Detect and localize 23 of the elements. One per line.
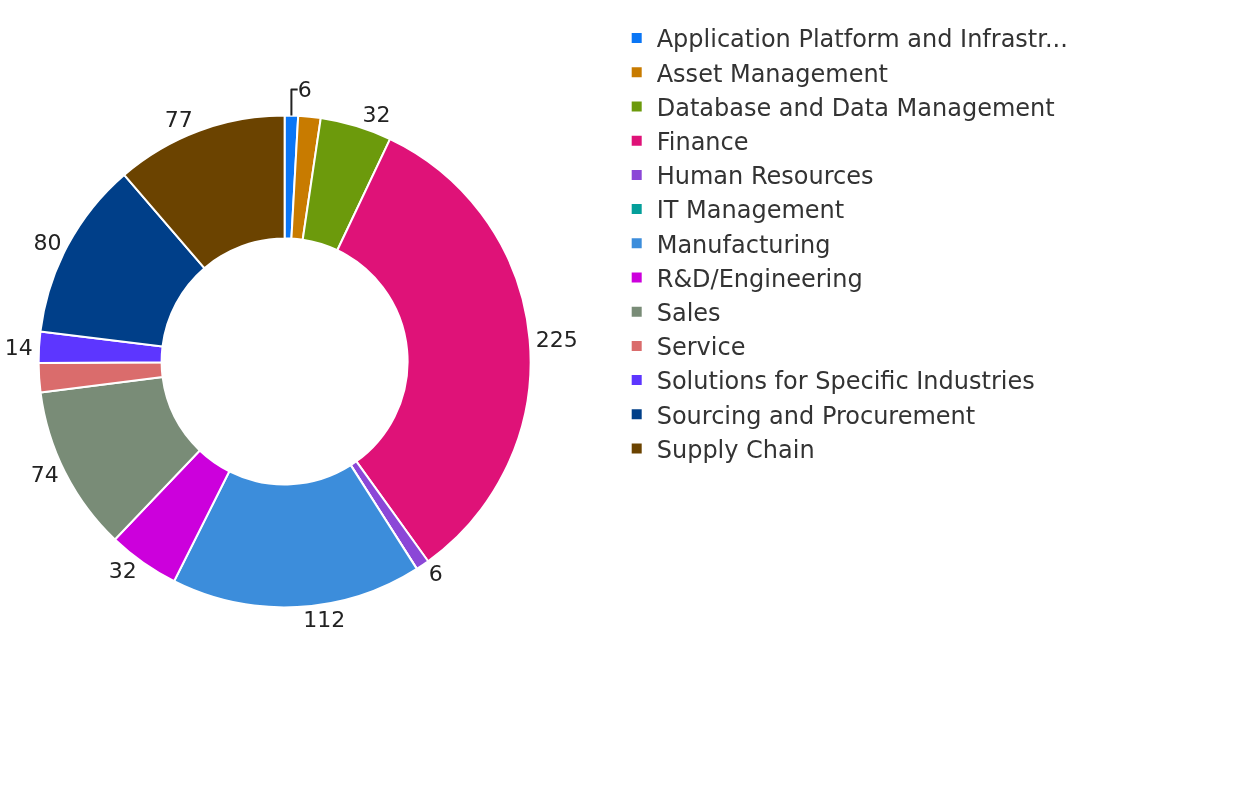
data-label: 6 bbox=[428, 561, 443, 587]
legend-label: Human Resources bbox=[656, 162, 874, 191]
legend-label: Manufacturing bbox=[656, 230, 831, 259]
data-label: 6 bbox=[297, 77, 312, 103]
data-label: 77 bbox=[164, 107, 193, 133]
legend-label: Application Platform and Infrastr... bbox=[656, 25, 1068, 54]
legend-label: IT Management bbox=[656, 196, 845, 225]
legend-label: R&D/Engineering bbox=[656, 264, 863, 293]
data-label: 112 bbox=[303, 607, 346, 633]
data-label: 32 bbox=[362, 102, 391, 128]
data-label: 80 bbox=[33, 230, 62, 256]
legend-label: Database and Data Management bbox=[656, 93, 1055, 122]
data-label: 32 bbox=[108, 558, 137, 584]
data-label: 14 bbox=[4, 334, 33, 360]
legend-label: Supply Chain bbox=[656, 435, 815, 464]
legend-label: Asset Management bbox=[656, 59, 889, 88]
data-label: 74 bbox=[30, 462, 59, 488]
legend-label: Finance bbox=[656, 128, 749, 157]
data-label: 225 bbox=[535, 326, 578, 352]
legend-label: Service bbox=[656, 333, 746, 362]
legend-label: Sales bbox=[656, 299, 721, 328]
legend-label: Sourcing and Procurement bbox=[656, 401, 976, 430]
legend-label: Solutions for Specific Industries bbox=[656, 367, 1035, 396]
